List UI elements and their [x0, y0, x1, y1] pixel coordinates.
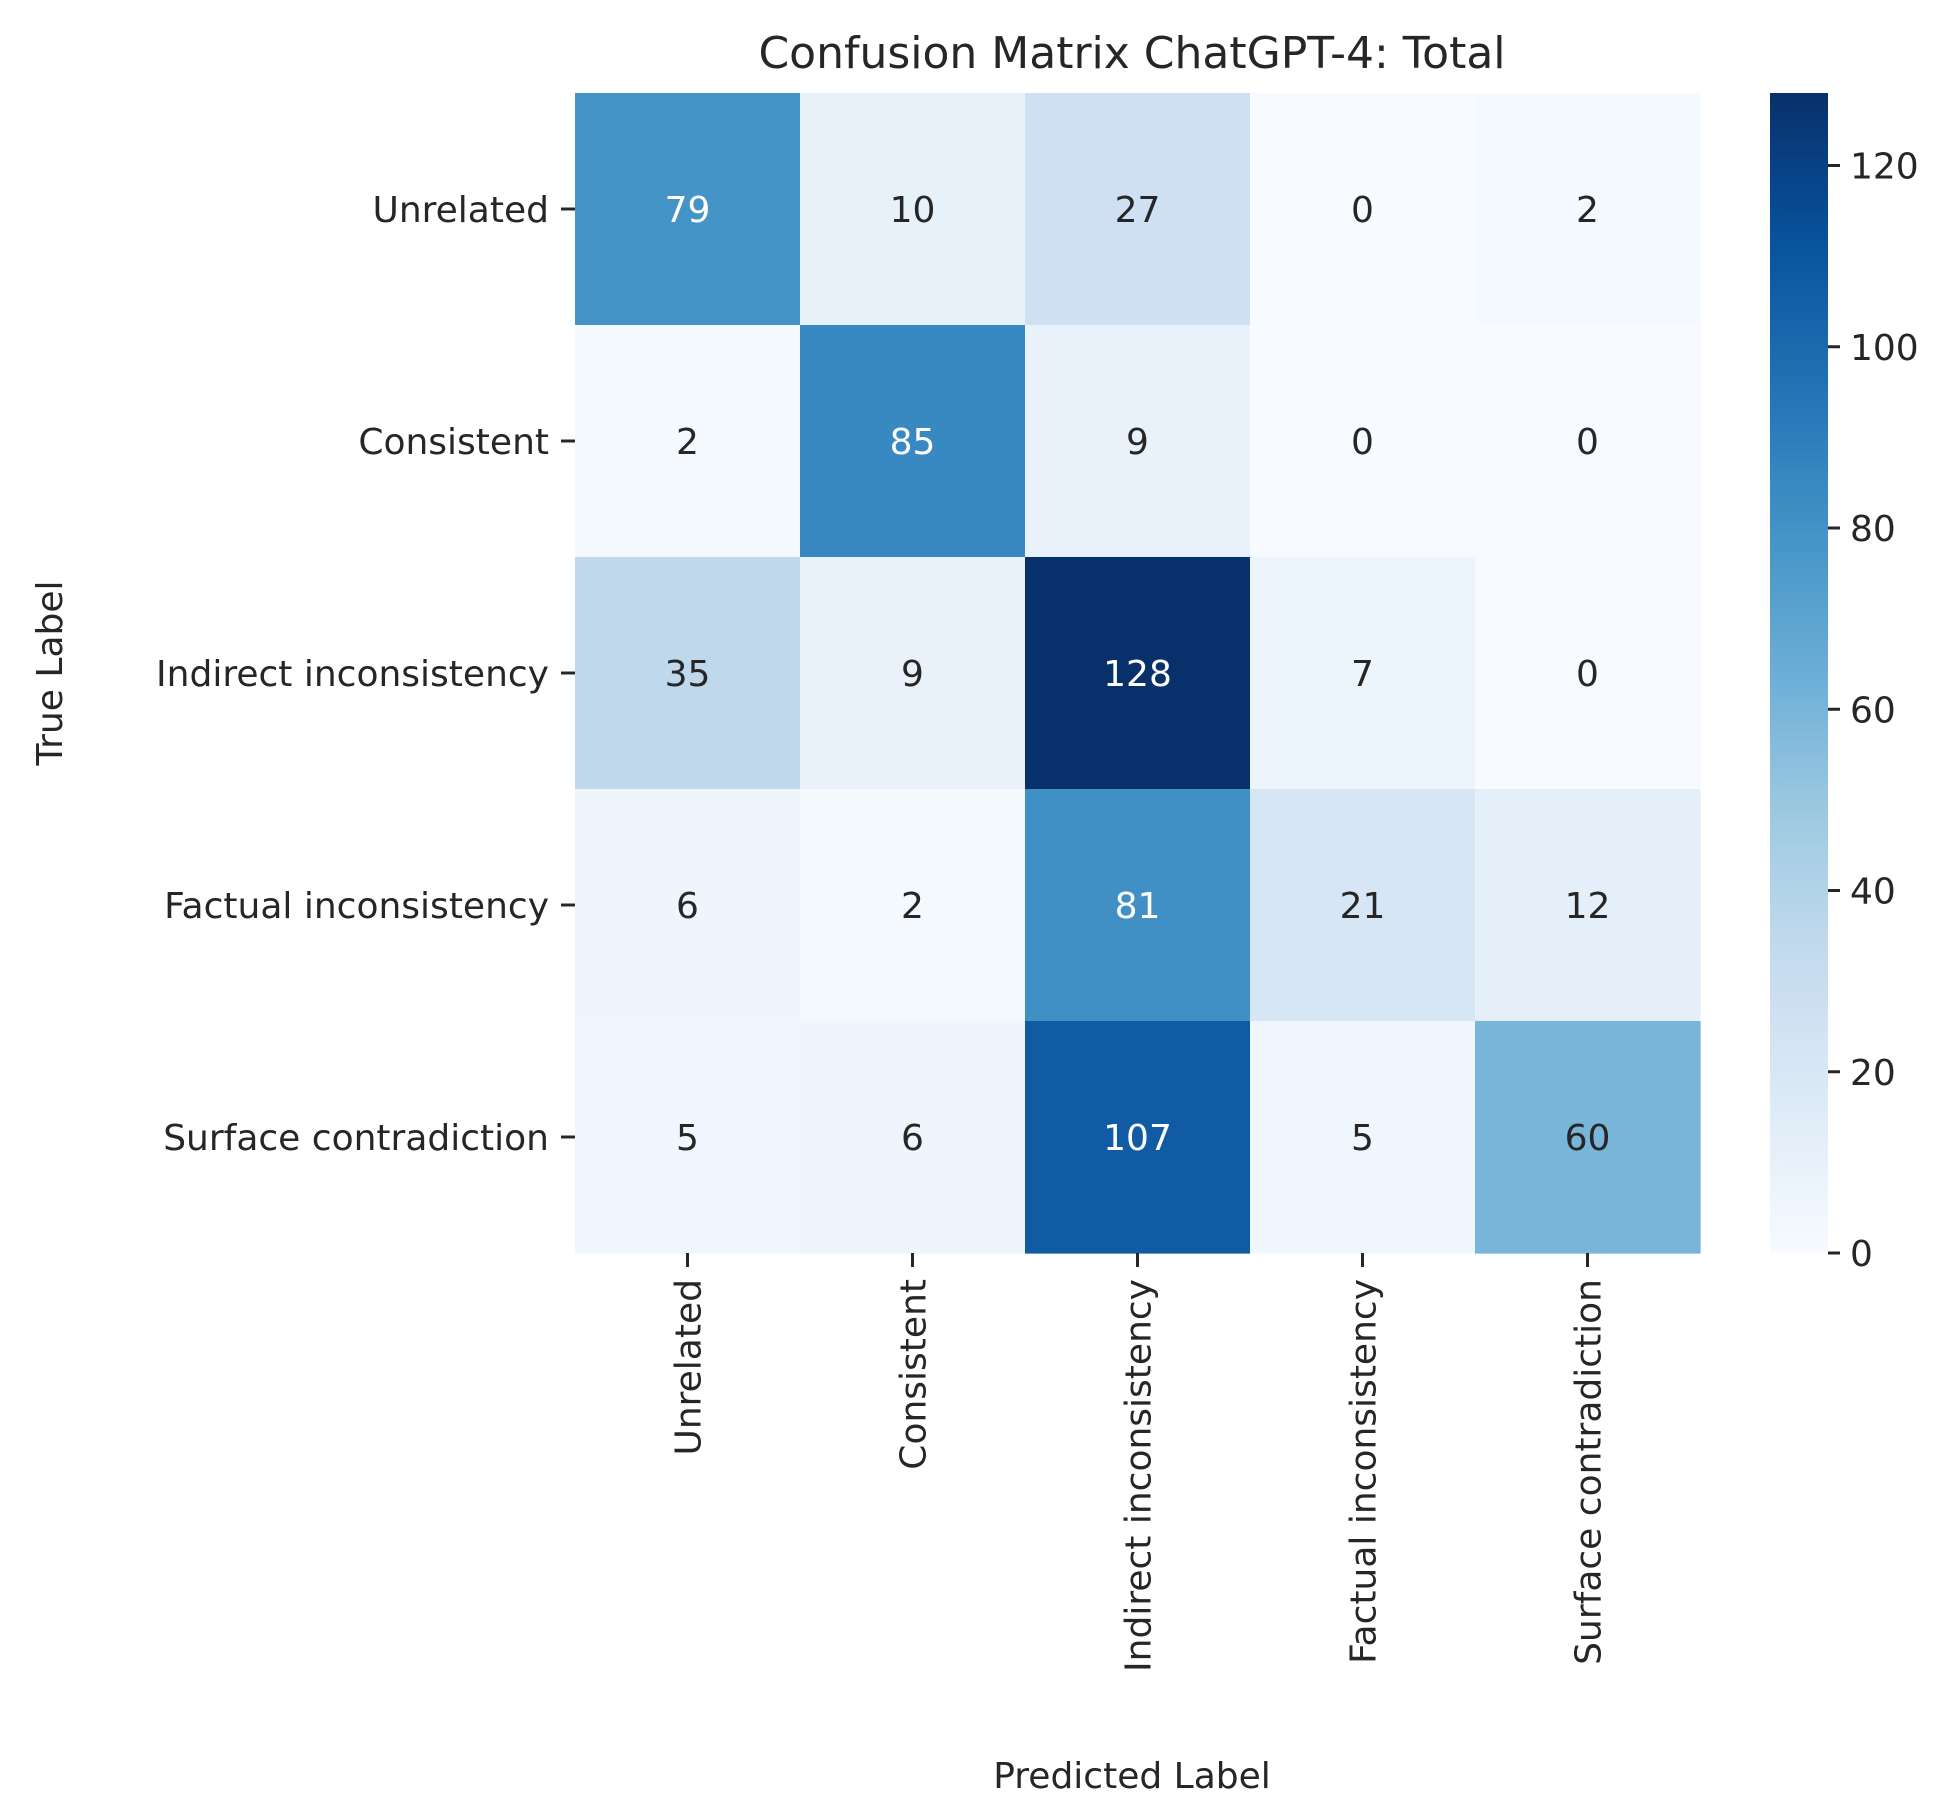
y-tick-label-3: Factual inconsistency: [164, 886, 549, 927]
colorbar-tick-label-1: 20: [1850, 1053, 1896, 1094]
cell-value-r1-c1: 85: [890, 422, 936, 463]
x-tick-label-3: Factual inconsistency: [1344, 1279, 1385, 1664]
cell-value-r2-c4: 0: [1576, 654, 1599, 695]
cell-r1-c3: [1250, 325, 1476, 558]
cell-r4-c3: [1250, 1021, 1476, 1254]
cell-value-r4-c2: 107: [1103, 1118, 1172, 1159]
cell-r2-c2: [1025, 557, 1251, 790]
cell-value-r3-c1: 2: [901, 886, 924, 927]
cell-value-r3-c2: 81: [1115, 886, 1161, 927]
cell-value-r1-c0: 2: [676, 422, 699, 463]
cell-value-r1-c4: 0: [1576, 422, 1599, 463]
cell-value-r0-c4: 2: [1576, 190, 1599, 231]
colorbar-tick-label-2: 40: [1850, 872, 1896, 913]
cell-value-r0-c0: 79: [665, 190, 711, 231]
y-axis-title: True Label: [30, 580, 71, 766]
cell-r0-c4: [1475, 93, 1701, 326]
cell-value-r0-c2: 27: [1115, 190, 1161, 231]
colorbar-tick-label-6: 120: [1850, 147, 1919, 188]
cell-value-r2-c1: 9: [901, 654, 924, 695]
colorbar-tick-label-4: 80: [1850, 509, 1896, 550]
x-axis-title: Predicted Label: [993, 1756, 1271, 1797]
cell-r3-c3: [1250, 789, 1476, 1022]
cell-value-r4-c4: 60: [1565, 1118, 1611, 1159]
y-tick-label-0: Unrelated: [372, 190, 549, 231]
y-tick-label-4: Surface contradiction: [163, 1118, 549, 1159]
y-tick-label-2: Indirect inconsistency: [156, 654, 549, 695]
x-tick-label-0: Unrelated: [669, 1279, 710, 1456]
cell-r4-c2: [1025, 1021, 1251, 1254]
colorbar-tick-label-5: 100: [1850, 328, 1919, 369]
cell-r1-c4: [1475, 325, 1701, 558]
cell-value-r3-c3: 21: [1340, 886, 1386, 927]
cell-value-r0-c1: 10: [890, 190, 936, 231]
cell-r0-c1: [800, 93, 1026, 326]
cell-r0-c3: [1250, 93, 1476, 326]
cell-value-r0-c3: 0: [1351, 190, 1374, 231]
cell-r0-c0: [575, 93, 801, 326]
cell-r2-c3: [1250, 557, 1476, 790]
cell-r4-c1: [800, 1021, 1026, 1254]
cell-r4-c0: [575, 1021, 801, 1254]
cell-r3-c0: [575, 789, 801, 1022]
x-tick-label-1: Consistent: [894, 1279, 935, 1470]
heatmap-cell-labels: 79 10 27 0 2 2 85 9 0 0 35 9 128 7 0 6 2 81 21 12 5 6 107 5 60: [665, 190, 1611, 1159]
cell-r3-c4: [1475, 789, 1701, 1022]
heatmap-cells: [575, 93, 1701, 1254]
x-axis: Unrelated Consistent Indirect inconsistenc…: [669, 1253, 1610, 1672]
y-tick-label-1: Consistent: [358, 422, 549, 463]
cell-r2-c4: [1475, 557, 1701, 790]
chart-title: Confusion Matrix ChatGPT-4: Total: [758, 28, 1505, 79]
cell-value-r2-c3: 7: [1351, 654, 1374, 695]
cell-r1-c0: [575, 325, 801, 558]
cell-r3-c2: [1025, 789, 1251, 1022]
cell-r1-c2: [1025, 325, 1251, 558]
colorbar-gradient: [1770, 93, 1828, 1253]
colorbar: 0 20 40 60 80 100 120: [1770, 93, 1919, 1275]
cell-r2-c1: [800, 557, 1026, 790]
cell-r2-c0: [575, 557, 801, 790]
x-tick-label-4: Surface contradiction: [1569, 1279, 1610, 1665]
cell-value-r3-c0: 6: [676, 886, 699, 927]
cell-value-r4-c1: 6: [901, 1118, 924, 1159]
cell-r4-c4: [1475, 1021, 1701, 1254]
cell-value-r3-c4: 12: [1565, 886, 1611, 927]
x-tick-label-2: Indirect inconsistency: [1119, 1279, 1160, 1672]
colorbar-tick-label-3: 60: [1850, 690, 1896, 731]
cell-r3-c1: [800, 789, 1026, 1022]
colorbar-tick-label-0: 0: [1850, 1234, 1873, 1275]
cell-value-r2-c0: 35: [665, 654, 711, 695]
cell-r0-c2: [1025, 93, 1251, 326]
cell-value-r1-c2: 9: [1126, 422, 1149, 463]
cell-value-r4-c0: 5: [676, 1118, 699, 1159]
cell-value-r1-c3: 0: [1351, 422, 1374, 463]
y-axis: Unrelated Consistent Indirect inconsistenc…: [156, 190, 575, 1159]
cell-r1-c1: [800, 325, 1026, 558]
cell-value-r2-c2: 128: [1103, 654, 1172, 695]
cell-value-r4-c3: 5: [1351, 1118, 1374, 1159]
